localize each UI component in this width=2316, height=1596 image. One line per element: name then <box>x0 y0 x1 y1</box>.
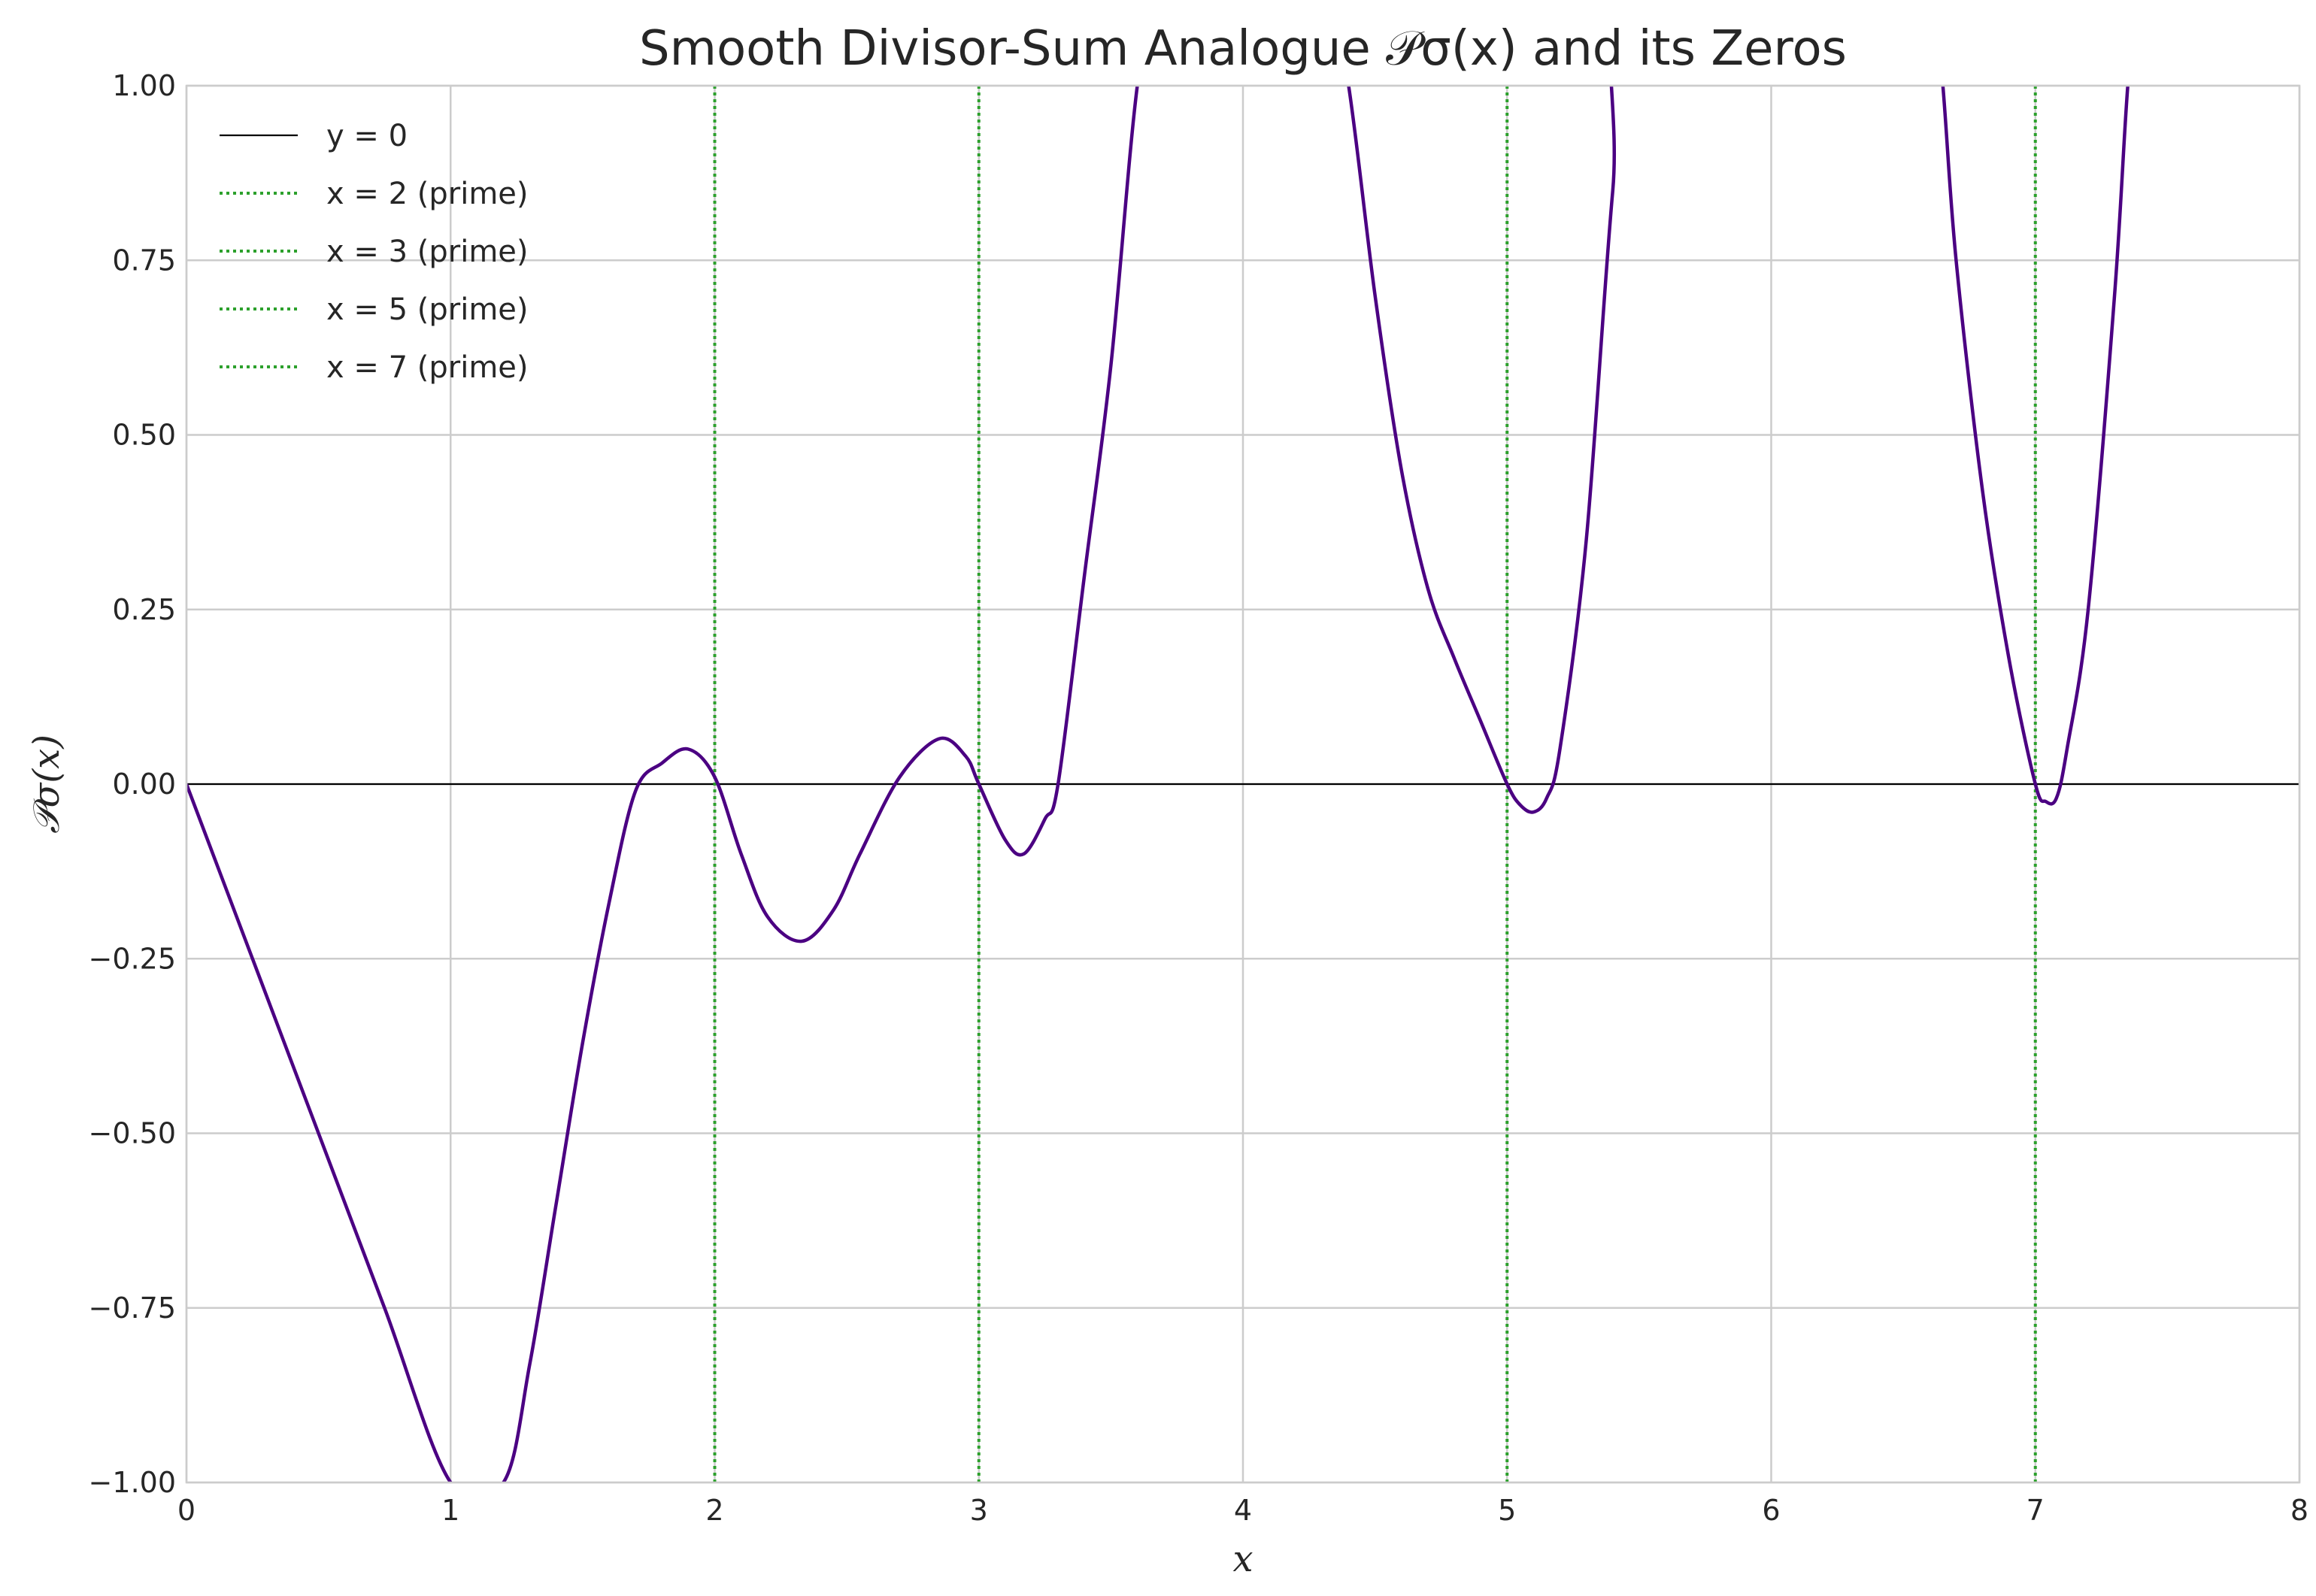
legend-entry: x = 7 (prime) <box>220 350 529 385</box>
chart-title: Smooth Divisor-Sum Analogue 𝒫σ(x) and it… <box>639 21 1847 77</box>
curve-layer <box>186 86 2130 1482</box>
tick-labels: 0 1 2 3 4 5 6 7 8 −1.00 −0.75 −0.50 −0.25 0.00 0.25 0.5… <box>89 69 2309 1527</box>
curve-line <box>186 86 2130 1482</box>
x-tick-label: 8 <box>2290 1494 2308 1527</box>
y-tick-label: 0.00 <box>112 768 176 801</box>
x-tick-label: 3 <box>970 1494 988 1527</box>
legend-entry: x = 2 (prime) <box>220 177 529 211</box>
y-tick-label: −1.00 <box>89 1466 176 1499</box>
x-tick-label: 0 <box>177 1494 196 1527</box>
legend-entry: x = 5 (prime) <box>220 292 529 327</box>
y-tick-label: 1.00 <box>112 69 176 102</box>
x-tick-label: 4 <box>1234 1494 1252 1527</box>
x-tick-label: 1 <box>441 1494 459 1527</box>
legend-entry: y = 0 <box>220 119 408 153</box>
y-tick-label: 0.75 <box>112 244 176 277</box>
y-axis-label: 𝒫σ(x) <box>26 734 68 834</box>
legend-label: x = 2 (prime) <box>326 177 529 211</box>
legend: y = 0 x = 2 (prime) x = 3 (prime) x = 5 (pr… <box>220 119 529 385</box>
y-tick-label: 0.25 <box>112 593 176 626</box>
legend-label: y = 0 <box>326 119 408 153</box>
x-tick-label: 5 <box>1498 1494 1516 1527</box>
y-tick-label: 0.50 <box>112 419 176 452</box>
x-tick-label: 7 <box>2026 1494 2045 1527</box>
x-tick-label: 2 <box>705 1494 723 1527</box>
y-tick-label: −0.25 <box>89 942 176 975</box>
legend-label: x = 7 (prime) <box>326 350 529 385</box>
plot-frame <box>185 84 2301 1484</box>
x-axis-label: x <box>1232 1538 1253 1580</box>
x-tick-label: 6 <box>1762 1494 1780 1527</box>
legend-entry: x = 3 (prime) <box>220 235 529 269</box>
legend-label: x = 3 (prime) <box>326 235 529 269</box>
legend-label: x = 5 (prime) <box>326 292 529 327</box>
y-tick-label: −0.75 <box>89 1292 176 1325</box>
y-tick-label: −0.50 <box>89 1117 176 1150</box>
